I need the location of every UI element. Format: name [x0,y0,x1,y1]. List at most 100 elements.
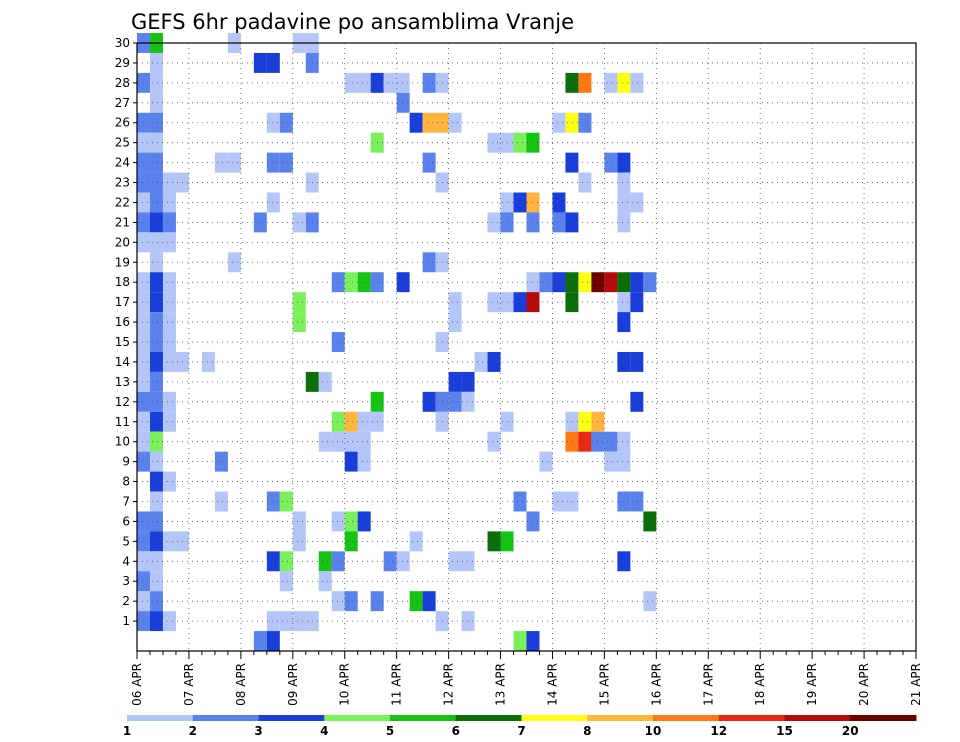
x-tick-label: 08 APR [234,663,248,706]
heatmap-cell [149,52,163,73]
heatmap-cell [149,192,163,213]
heatmap-cell [578,411,592,432]
x-tick-label: 10 APR [338,663,352,706]
y-tick-label: 24 [115,156,130,170]
heatmap-cell [162,391,176,412]
x-tick-label: 15 APR [597,663,611,706]
heatmap-cell [137,511,150,532]
heatmap-cell [617,172,631,193]
colorbar-label: 20 [842,724,859,738]
heatmap-cell [162,531,176,552]
heatmap-cell [565,431,579,452]
heatmap-cell [331,551,345,572]
heatmap-cell [214,451,228,472]
heatmap-cell [461,371,475,392]
colorbar-label: 1 [123,724,131,738]
heatmap-cell [149,511,163,532]
y-tick-label: 14 [115,355,130,369]
heatmap-cell [149,92,163,113]
x-tick-label: 16 APR [649,663,663,706]
heatmap-cell [448,292,462,313]
colorbar-label: 12 [710,724,727,738]
heatmap-cell [513,292,527,313]
y-tick-label: 26 [115,116,130,130]
heatmap-cell [137,72,150,93]
colorbar-swatch [850,715,917,721]
heatmap-cell [162,411,176,432]
heatmap-cell [487,292,501,313]
heatmap-cell [266,192,280,213]
colorbar-label: 7 [517,724,525,738]
heatmap-cell [565,491,579,512]
y-tick-label: 11 [115,415,130,429]
heatmap-cell [149,611,163,632]
heatmap-cell [630,391,644,412]
heatmap-cell [630,72,644,93]
heatmap-cell [461,391,475,412]
y-tick-label: 23 [115,176,130,190]
y-tick-label: 9 [122,455,130,469]
colorbar-swatch [587,715,654,721]
colorbar-label: 5 [386,724,394,738]
heatmap-cell [137,571,150,592]
heatmap-cell [149,451,163,472]
x-tick-label: 07 APR [182,663,196,706]
heatmap-cell [137,172,150,193]
heatmap-cell [149,332,163,352]
heatmap-cell [162,332,176,352]
heatmap-cell [162,471,176,492]
heatmap-cell [552,112,566,133]
colorbar-label: 2 [189,724,197,738]
heatmap-cell [149,531,163,552]
x-tick-label: 09 APR [286,663,300,706]
heatmap-cell [487,431,501,452]
heatmap-cell [448,112,462,133]
x-tick-label: 19 APR [805,663,819,706]
heatmap-cell [318,431,332,452]
heatmap-cell [565,212,579,233]
heatmap-cell [137,332,150,352]
y-tick-label: 30 [115,36,130,50]
heatmap-cell [617,272,631,293]
heatmap-cell [149,591,163,612]
heatmap-cell [279,112,293,133]
x-axis: 06 APR 07 APR 08 APR 09 APR 10 APR 11 APR 12 A… [130,651,923,706]
heatmap-cell [357,411,371,432]
y-tick-label: 1 [122,614,130,628]
heatmap-cell [149,312,163,333]
colorbar-swatch [324,715,391,721]
heatmap-cell [331,591,345,612]
heatmap-cell [162,212,176,233]
heatmap-cell [578,431,592,452]
colorbar-swatch [653,715,720,721]
heatmap-cell [357,431,371,452]
heatmap-cell [137,312,150,333]
heatmap-cell [617,551,631,572]
heatmap-cell [539,272,553,293]
heatmap-cell [396,92,410,113]
heatmap-cell [578,172,592,193]
heatmap-cell [565,112,579,133]
heatmap-cell [539,451,553,472]
heatmap-cell [604,272,618,293]
x-tick-label: 18 APR [753,663,767,706]
heatmap-cell [461,611,475,632]
y-tick-label: 4 [122,554,130,568]
heatmap-cell [448,371,462,392]
heatmap-cell [552,491,566,512]
heatmap-cell [266,52,280,73]
heatmap-cell [292,212,306,233]
y-tick-label: 7 [122,494,130,508]
heatmap-cell [137,551,150,572]
heatmap-cell [461,551,475,572]
heatmap-cell [409,531,423,552]
heatmap-cell [162,232,176,253]
heatmap-cell [383,551,397,572]
y-tick-label: 20 [115,235,130,249]
heatmap-cell [137,371,150,392]
heatmap-cell [513,631,527,651]
y-tick-label: 29 [115,56,130,70]
heatmap-cell [565,292,579,313]
heatmap-cell [266,112,280,133]
heatmap-cell [149,172,163,193]
